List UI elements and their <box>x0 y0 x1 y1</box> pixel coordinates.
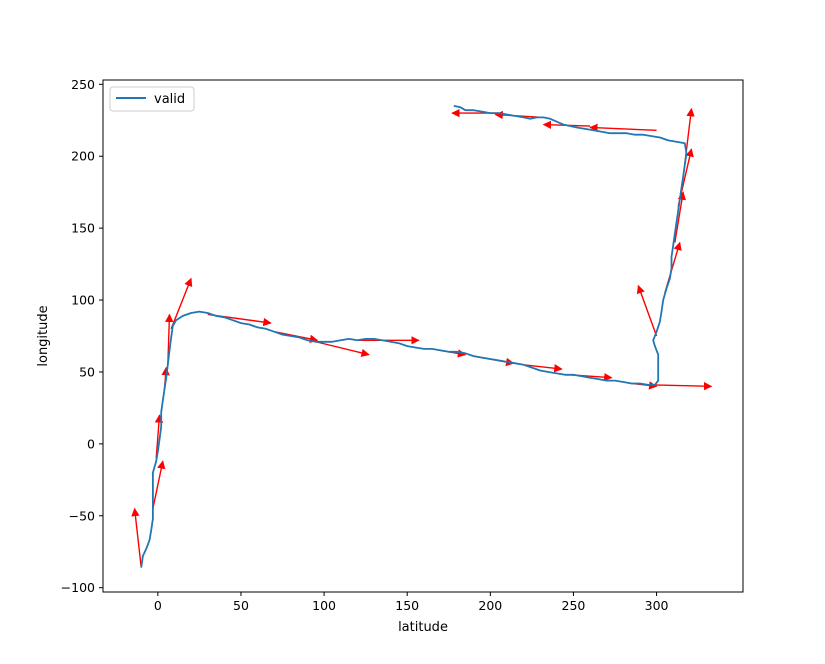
direction-arrow <box>154 414 164 459</box>
direction-arrow <box>674 191 687 243</box>
x-tick-label: 0 <box>154 598 162 613</box>
y-tick-label: 50 <box>79 364 95 379</box>
x-tick-label: 100 <box>312 598 336 613</box>
x-axis: 0 50 100 150 200 250 300 <box>154 592 669 613</box>
x-tick-label: 50 <box>233 598 249 613</box>
direction-arrow <box>315 341 370 357</box>
direction-arrow <box>636 284 658 337</box>
x-tick-label: 250 <box>562 598 586 613</box>
y-tick-label: 250 <box>71 77 95 92</box>
series-layer <box>140 105 688 568</box>
plot-area <box>103 80 743 592</box>
y-tick-label: 150 <box>71 221 95 236</box>
y-tick-label: 200 <box>71 149 95 164</box>
series-line-valid <box>140 105 688 568</box>
direction-arrow <box>523 364 563 373</box>
y-tick-label: 100 <box>71 293 95 308</box>
x-tick-label: 300 <box>645 598 669 613</box>
y-tick-label: −100 <box>61 580 95 595</box>
plot-frame <box>102 79 744 593</box>
x-tick-label: 150 <box>395 598 419 613</box>
direction-arrow <box>653 381 713 391</box>
legend-box <box>109 86 195 112</box>
x-tick-label: 200 <box>478 598 502 613</box>
direction-arrow <box>152 460 166 509</box>
x-axis-label: latitude <box>398 620 448 635</box>
y-axis: −100 −50 0 50 100 150 200 250 <box>61 77 103 595</box>
y-axis-label: longitude <box>36 305 51 366</box>
legend: valid <box>109 86 195 112</box>
direction-arrow <box>589 123 657 132</box>
legend-label: valid <box>154 92 185 107</box>
y-tick-label: −50 <box>69 508 95 523</box>
direction-arrow <box>170 277 193 330</box>
y-tick-label: 0 <box>87 436 95 451</box>
direction-arrow <box>131 507 142 568</box>
